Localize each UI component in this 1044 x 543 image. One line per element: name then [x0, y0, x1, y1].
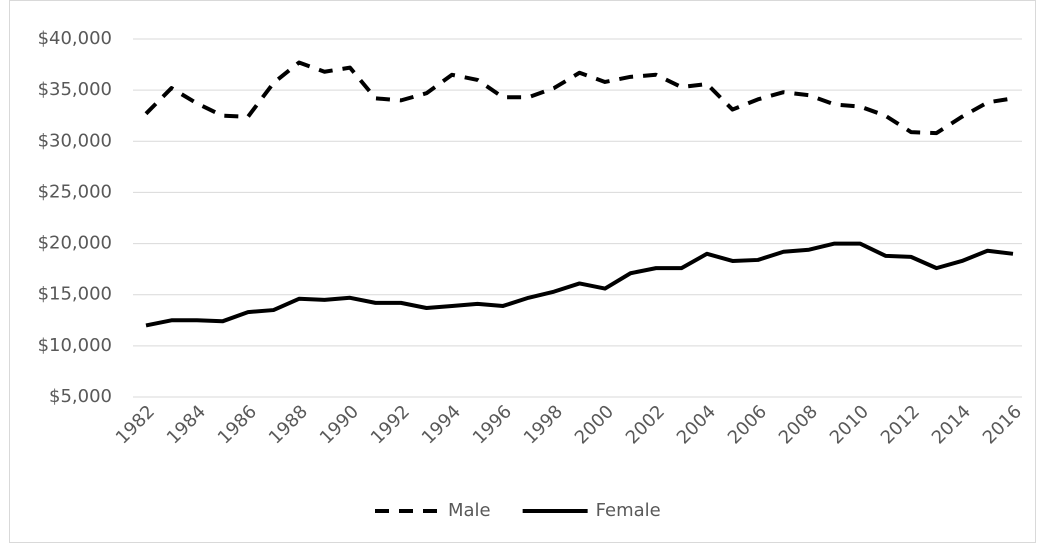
legend-label: Female — [596, 500, 661, 521]
legend-label: Male — [448, 500, 491, 521]
y-tick-label: $20,000 — [38, 233, 112, 254]
y-tick-label: $30,000 — [38, 130, 112, 151]
y-tick-label: $35,000 — [38, 79, 112, 100]
line-series — [145, 241, 1014, 328]
y-tick-label: $25,000 — [38, 181, 112, 202]
line-series — [144, 60, 1014, 136]
y-tick-label: $5,000 — [49, 386, 112, 407]
chart-border — [9, 0, 1036, 543]
y-tick-label: $15,000 — [38, 284, 112, 305]
y-tick-label: $40,000 — [38, 28, 112, 49]
y-tick-label: $10,000 — [38, 335, 112, 356]
